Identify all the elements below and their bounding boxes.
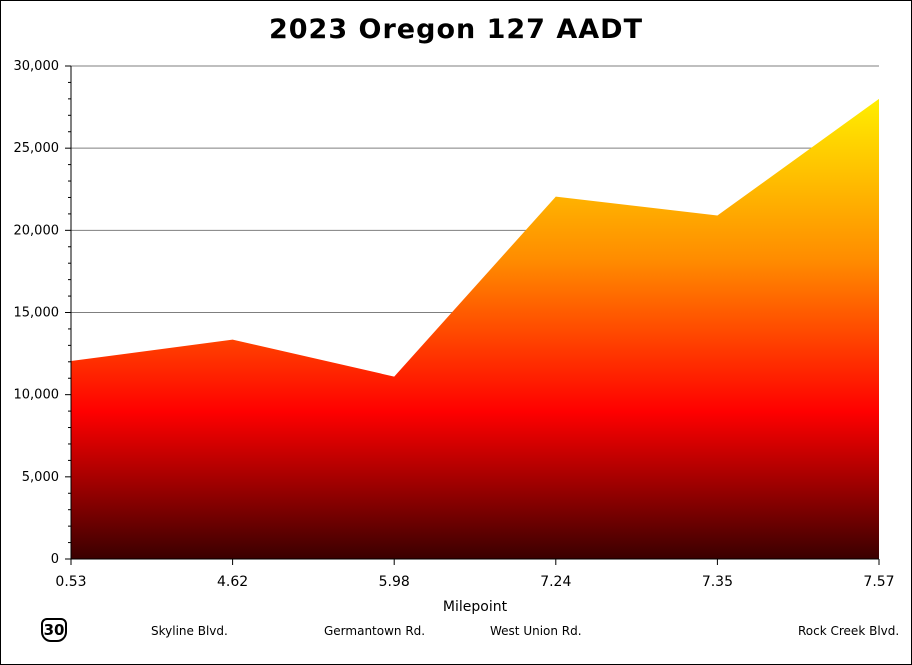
y-tick-label: 30,000 [14, 59, 60, 74]
x-tick-label: 7.24 [540, 574, 571, 590]
x-tick-label: 0.53 [55, 574, 86, 590]
x-axis-label: Milepoint [442, 599, 508, 615]
y-tick-label: 25,000 [14, 141, 60, 156]
y-tick-label: 0 [51, 552, 59, 567]
y-tick-label: 5,000 [22, 470, 59, 485]
chart-title: 2023 Oregon 127 AADT [268, 14, 643, 45]
x-tick-label: 7.57 [863, 574, 894, 590]
x-tick-label: 4.62 [217, 574, 248, 590]
road-label-west-union: West Union Rd. [490, 624, 582, 638]
y-tick-label: 10,000 [14, 388, 60, 403]
y-axis-ticks: 0 5,000 10,000 15,000 20,000 25,000 30,000 [14, 59, 71, 567]
road-label-rock-creek: Rock Creek Blvd. [798, 624, 900, 638]
area-series [71, 98, 879, 559]
route-shield-icon: 30 [41, 618, 67, 642]
x-axis-ticks: 0.53 4.62 5.98 7.24 7.35 7.57 [55, 559, 895, 590]
x-tick-label: 7.35 [702, 574, 733, 590]
road-label-skyline: Skyline Blvd. [151, 624, 228, 638]
x-tick-label: 5.98 [379, 574, 410, 590]
y-tick-label: 20,000 [14, 223, 60, 238]
road-label-germantown: Germantown Rd. [324, 624, 426, 638]
y-tick-label: 15,000 [14, 306, 60, 321]
